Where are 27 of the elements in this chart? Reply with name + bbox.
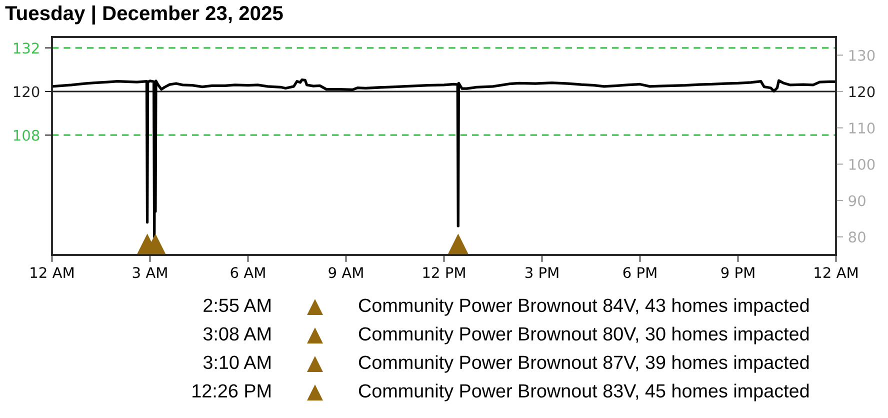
chart-title: Tuesday | December 23, 2025 — [5, 5, 283, 25]
legend-label: Community Power Brownout 84V, 43 homes impacted — [358, 298, 809, 316]
text: 2:55 AM — [204, 298, 270, 312]
y2-tick-label: 120 — [849, 86, 875, 98]
y2-tick-label: 130 — [849, 50, 875, 61]
x-tick-label: 12 AM — [30, 267, 74, 278]
legend-label: Community Power Brownout 80V, 30 homes impacted — [358, 326, 809, 344]
y2-tick-label: 100 — [849, 158, 875, 170]
x-tick-label: 12 AM — [814, 267, 858, 278]
y-tick-label: 108 — [14, 130, 40, 141]
x-tick-label: 12 PM — [423, 267, 465, 278]
x-tick-label: 3 AM — [132, 267, 167, 278]
x-tick-label: 9 AM — [328, 267, 363, 278]
legend-label: Community Power Brownout 87V, 39 homes impacted — [358, 355, 809, 373]
y-tick-label: 120 — [14, 86, 40, 98]
text: 3:10 AM — [203, 356, 270, 370]
x-tick-label: 9 PM — [721, 267, 754, 278]
y2-tick-label: 110 — [849, 122, 875, 134]
text: 3:08 AM — [203, 327, 270, 341]
y2-tick-label: 80 — [848, 232, 866, 243]
x-tick-label: 3 PM — [525, 267, 558, 278]
text: 12:26 PM — [192, 384, 270, 398]
y2-tick-label: 90 — [848, 195, 866, 206]
y-tick-label: 132 — [14, 42, 39, 54]
x-tick-label: 6 AM — [230, 267, 265, 278]
legend-label: Community Power Brownout 83V, 45 homes impacted — [358, 384, 809, 402]
x-tick-label: 6 PM — [623, 267, 656, 278]
